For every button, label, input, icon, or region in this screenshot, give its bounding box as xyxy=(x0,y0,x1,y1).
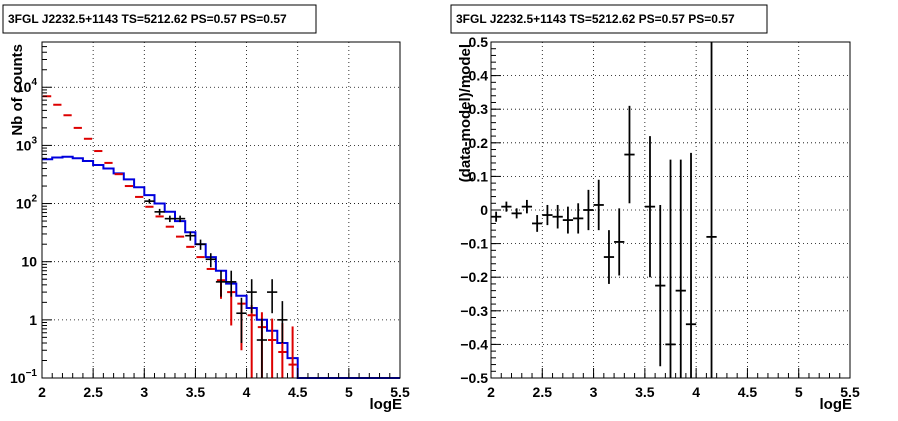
counts-model-step-line xyxy=(42,155,400,379)
counts-xtick-label: 4 xyxy=(243,384,251,400)
residual-ytick-label: −0.4 xyxy=(460,336,488,352)
counts-ytick-label: 10−1 xyxy=(10,368,37,386)
residual-ytick-label: 0.2 xyxy=(469,135,489,151)
residual-xtick-label: 3.5 xyxy=(635,384,655,400)
counts-ytick-base: 1 xyxy=(29,312,37,328)
counts-chart-marks xyxy=(42,95,400,379)
counts-chart-xlabel: logE xyxy=(370,396,403,413)
residual-chart-ylabel: (data-model)/model xyxy=(457,44,474,182)
residual-xtick-label: 4.5 xyxy=(738,384,758,400)
residual-chart-title: 3FGL J2232.5+1143 TS=5212.62 PS=0.57 PS=… xyxy=(456,12,735,26)
counts-ytick-base: 10 xyxy=(21,254,37,270)
counts-xtick-label: 2.5 xyxy=(83,384,103,400)
counts-ytick-label: 104 xyxy=(16,77,38,95)
counts-ytick-exp: −1 xyxy=(26,368,38,379)
residual-ytick-label: 0.5 xyxy=(469,34,489,50)
residual-xtick-label: 5.5 xyxy=(840,384,860,400)
counts-ytick-label: 102 xyxy=(16,194,38,212)
residual-ytick-label: −0.1 xyxy=(460,236,488,252)
counts-ytick-base: 10 xyxy=(16,79,32,95)
counts-chart-frame xyxy=(41,41,401,379)
residual-chart-grid xyxy=(491,42,850,378)
residual-ytick-label: −0.5 xyxy=(460,370,488,386)
residual-chart-marks xyxy=(491,42,717,378)
counts-chart-ylabel: Nb of counts xyxy=(9,44,26,136)
counts-chart: 3FGL J2232.5+1143 TS=5212.62 PS=0.57 PS=… xyxy=(2,4,410,413)
residual-xtick-label: 4 xyxy=(692,384,700,400)
counts-chart-title: 3FGL J2232.5+1143 TS=5212.62 PS=0.57 PS=… xyxy=(8,12,287,26)
counts-xtick-label: 5 xyxy=(345,384,353,400)
counts-xtick-label: 3.5 xyxy=(186,384,206,400)
residual-ytick-label: −0.3 xyxy=(460,303,488,319)
residual-xtick-label: 2 xyxy=(487,384,495,400)
residual-chart-title-box xyxy=(450,4,768,34)
counts-chart-title-box xyxy=(2,4,317,34)
residual-ytick-label: 0.3 xyxy=(469,101,489,117)
residual-ytick-label: 0.1 xyxy=(469,168,489,184)
residual-ytick-label: −0.2 xyxy=(460,269,488,285)
residual-chart-xlabel: logE xyxy=(820,396,853,413)
residual-chart: 3FGL J2232.5+1143 TS=5212.62 PS=0.57 PS=… xyxy=(450,4,860,413)
residual-xtick-label: 5 xyxy=(795,384,803,400)
counts-ytick-exp: 2 xyxy=(31,194,37,205)
counts-ytick-base: 10 xyxy=(16,196,32,212)
residual-ytick-label: 0.4 xyxy=(469,68,489,84)
counts-xtick-label: 4.5 xyxy=(288,384,308,400)
counts-ytick-label: 10 xyxy=(21,254,37,270)
residual-chart-ticks: 2 2.5 3 3.5 4 4.5 5 5.5 −0.5 −0.4 −0.3 −0.2 −0.1 0 0.1… xyxy=(460,34,860,400)
counts-chart-grid xyxy=(42,42,400,378)
counts-ytick-exp: 4 xyxy=(31,77,37,88)
residual-xtick-label: 3 xyxy=(590,384,598,400)
counts-ytick-base: 10 xyxy=(16,137,32,153)
counts-ytick-base: 10 xyxy=(10,370,26,386)
counts-xtick-label: 5.5 xyxy=(390,384,410,400)
counts-xtick-label: 2 xyxy=(38,384,46,400)
counts-ytick-label: 1 xyxy=(29,312,37,328)
residual-xtick-label: 2.5 xyxy=(533,384,553,400)
counts-ytick-label: 103 xyxy=(16,135,38,153)
residual-ytick-label: 0 xyxy=(480,202,488,218)
counts-xtick-label: 3 xyxy=(140,384,148,400)
counts-ytick-exp: 3 xyxy=(31,135,37,146)
